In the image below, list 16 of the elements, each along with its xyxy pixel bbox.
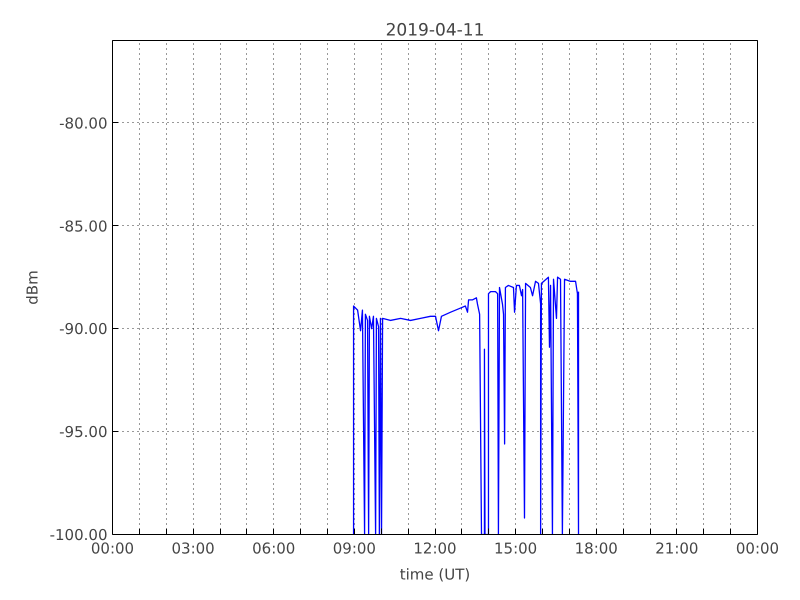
x-axis-title: time (UT) (400, 566, 470, 584)
y-tick-label: -90.00 (59, 320, 108, 338)
y-tick-label: -95.00 (59, 423, 108, 442)
x-tick-label: 12:00 (413, 540, 457, 558)
x-tick-label: 00:00 (736, 540, 780, 558)
x-tick-label: 03:00 (172, 540, 215, 558)
x-tick-label: 09:00 (332, 540, 376, 558)
y-axis-title: dBm (24, 270, 42, 305)
x-tick-label: 15:00 (494, 540, 538, 558)
y-tick-label: -80.00 (59, 114, 108, 132)
x-tick-label: 21:00 (655, 540, 698, 558)
line-series (352, 276, 580, 534)
y-tick-label: -85.00 (59, 217, 108, 236)
x-tick-label: 18:00 (574, 540, 618, 558)
x-tick-label: 06:00 (252, 540, 296, 558)
chart-title: 2019-04-11 (386, 20, 484, 40)
